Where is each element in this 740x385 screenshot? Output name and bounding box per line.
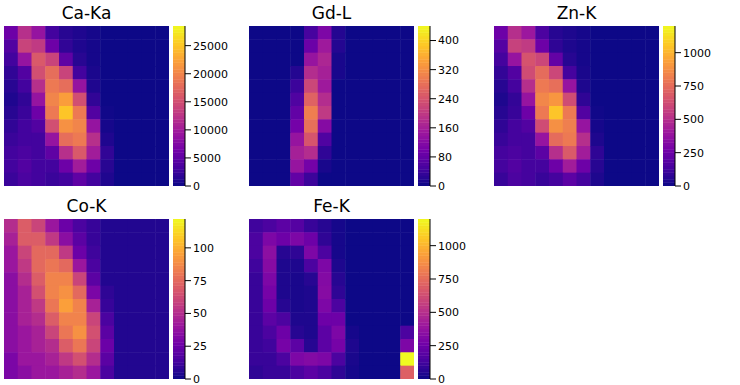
svg-text:25000: 25000 [193, 40, 228, 53]
svg-text:400: 400 [438, 34, 459, 47]
svg-text:75: 75 [193, 275, 207, 288]
svg-text:25: 25 [193, 340, 207, 353]
svg-text:20000: 20000 [193, 68, 228, 81]
svg-text:500: 500 [683, 113, 704, 126]
html-text:Co-K: Co-K [66, 196, 107, 216]
svg-text:160: 160 [438, 122, 459, 135]
svg-text:80: 80 [438, 151, 452, 164]
svg-text:320: 320 [438, 64, 459, 77]
html-text:Gd-L: Gd-L [311, 3, 352, 23]
html-text:Fe-K: Fe-K [313, 196, 350, 216]
svg-text:100: 100 [193, 242, 214, 255]
svg-text:250: 250 [438, 340, 459, 353]
svg-text:250: 250 [683, 147, 704, 160]
svg-text:0: 0 [193, 373, 200, 385]
svg-text:0: 0 [193, 180, 200, 193]
svg-text:1000: 1000 [683, 47, 711, 60]
svg-text:0: 0 [683, 180, 690, 193]
svg-text:750: 750 [683, 80, 704, 93]
svg-text:750: 750 [438, 273, 459, 286]
svg-text:5000: 5000 [193, 152, 221, 165]
svg-text:240: 240 [438, 93, 459, 106]
svg-text:500: 500 [438, 306, 459, 319]
svg-text:10000: 10000 [193, 124, 228, 137]
svg-text:1000: 1000 [438, 240, 466, 253]
svg-text:0: 0 [438, 373, 445, 385]
svg-text:50: 50 [193, 307, 207, 320]
html-text:Ca-Ka: Ca-Ka [61, 3, 112, 23]
svg-text:0: 0 [438, 180, 445, 193]
html-text:Zn-K: Zn-K [556, 3, 597, 23]
svg-text:15000: 15000 [193, 96, 228, 109]
